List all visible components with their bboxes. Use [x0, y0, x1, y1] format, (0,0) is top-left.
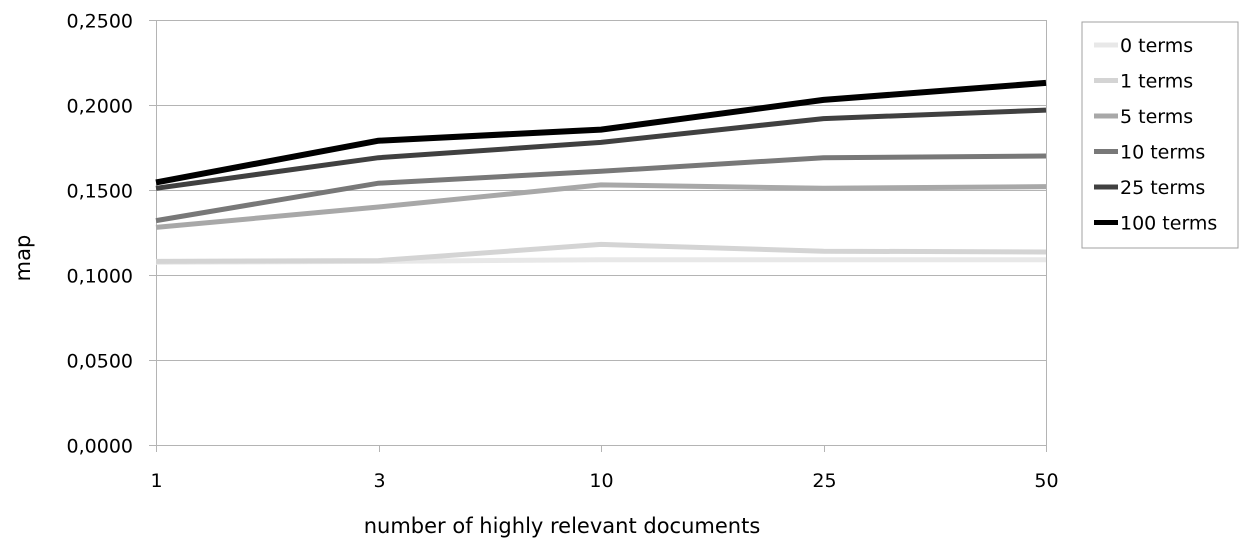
legend: 0 terms 1 terms 5 terms 10 terms 25 terms 100…	[1081, 21, 1239, 249]
legend-item: 25 terms	[1094, 177, 1205, 199]
series-lines	[155, 79, 1047, 265]
x-tick-label: 10	[589, 470, 613, 492]
y-tick-label: 0,1500	[67, 181, 133, 203]
x-tick-label: 1	[150, 470, 162, 492]
y-tick-label: 0,0500	[67, 351, 133, 373]
x-tick-label: 3	[373, 470, 385, 492]
legend-label: 5 terms	[1120, 106, 1193, 128]
legend-item: 100 terms	[1094, 213, 1217, 235]
series-line-5-terms	[155, 182, 1047, 230]
legend-label: 25 terms	[1120, 177, 1205, 199]
y-tick-label: 0,0000	[67, 436, 133, 458]
y-tick-label: 0,2500	[67, 11, 133, 33]
y-tick-label: 0,2000	[67, 96, 133, 118]
series-line-1-terms	[155, 241, 1047, 264]
legend-item: 0 terms	[1094, 35, 1193, 57]
y-tick-label: 0,1000	[67, 266, 133, 288]
legend-label: 1 terms	[1120, 71, 1193, 93]
x-tick-label: 50	[1034, 470, 1058, 492]
legend-box	[1081, 21, 1239, 249]
legend-item: 1 terms	[1094, 71, 1193, 93]
x-axis-label: number of highly relevant documents	[364, 514, 761, 538]
series-line-10-terms	[155, 153, 1047, 224]
grid-lines	[156, 20, 1046, 446]
y-tick-labels: 0,0000 0,0500 0,1000 0,1500 0,2000 0,2500	[67, 11, 133, 458]
legend-items: 0 terms 1 terms 5 terms 10 terms 25 terms 100…	[1094, 35, 1217, 235]
y-axis-label: map	[11, 235, 35, 282]
axes	[149, 20, 1047, 452]
legend-label: 100 terms	[1120, 213, 1217, 235]
legend-item: 5 terms	[1094, 106, 1193, 128]
legend-label: 10 terms	[1120, 142, 1205, 164]
series-line-25-terms	[155, 107, 1047, 191]
x-tick-label: 25	[812, 470, 836, 492]
x-tick-labels: 1 3 10 25 50	[150, 470, 1058, 492]
legend-item: 10 terms	[1094, 142, 1205, 164]
series-line-100-terms	[155, 79, 1047, 186]
legend-label: 0 terms	[1120, 35, 1193, 57]
